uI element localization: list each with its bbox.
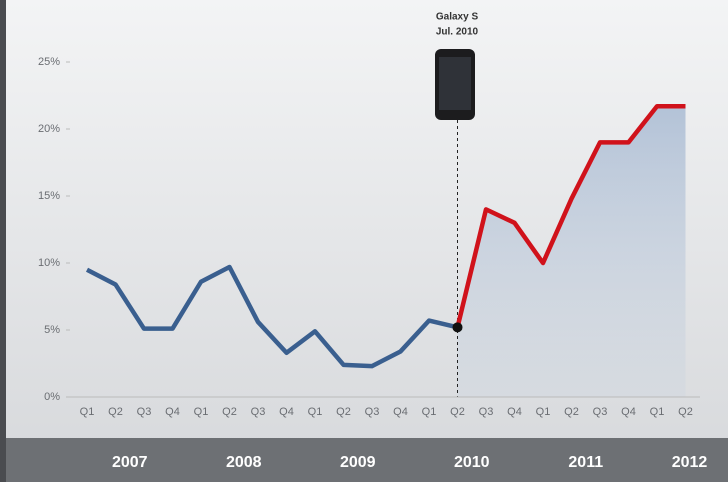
marker-dot: [452, 322, 463, 333]
year-band: [6, 438, 728, 482]
year-label: 2008: [226, 454, 262, 471]
x-tick-label: Q4: [279, 406, 294, 418]
x-tick-label: Q2: [222, 406, 237, 418]
series-line: [85, 264, 459, 369]
x-tick-label: Q2: [450, 406, 465, 418]
x-tick-label: Q4: [621, 406, 636, 418]
y-tick-label: 10%: [38, 257, 60, 269]
series-line: [455, 103, 686, 328]
area-fill: [457, 106, 686, 397]
x-tick-label: Q3: [365, 406, 380, 418]
x-tick-label: Q3: [593, 406, 608, 418]
year-label: 2010: [454, 454, 490, 471]
y-tick-label: 0%: [44, 391, 60, 403]
x-tick-label: Q2: [564, 406, 579, 418]
x-tick-label: Q3: [137, 406, 152, 418]
frame-edge: [0, 0, 6, 482]
x-tick-label: Q2: [336, 406, 351, 418]
annotation-line: Galaxy S: [436, 12, 479, 23]
x-tick-label: Q1: [650, 406, 665, 418]
x-tick-label: Q1: [536, 406, 551, 418]
x-tick-label: Q1: [422, 406, 437, 418]
x-tick-label: Q1: [308, 406, 323, 418]
x-tick-label: Q1: [80, 406, 95, 418]
annotation-line: Jul. 2010: [436, 27, 479, 38]
year-label: 2012: [672, 454, 708, 471]
x-tick-label: Q1: [194, 406, 209, 418]
x-tick-label: Q4: [507, 406, 522, 418]
year-label: 2011: [568, 454, 603, 471]
x-tick-label: Q2: [678, 406, 693, 418]
x-tick-label: Q3: [251, 406, 266, 418]
year-label: 2009: [340, 454, 376, 471]
x-tick-label: Q2: [108, 406, 123, 418]
y-tick-label: 20%: [38, 123, 60, 135]
x-tick-label: Q3: [479, 406, 494, 418]
y-tick-label: 25%: [38, 56, 60, 68]
y-tick-label: 5%: [44, 324, 60, 336]
phone-icon: [435, 49, 475, 120]
x-tick-label: Q4: [165, 406, 180, 418]
y-tick-label: 15%: [38, 190, 60, 202]
year-label: 2007: [112, 454, 148, 471]
x-tick-label: Q4: [393, 406, 408, 418]
